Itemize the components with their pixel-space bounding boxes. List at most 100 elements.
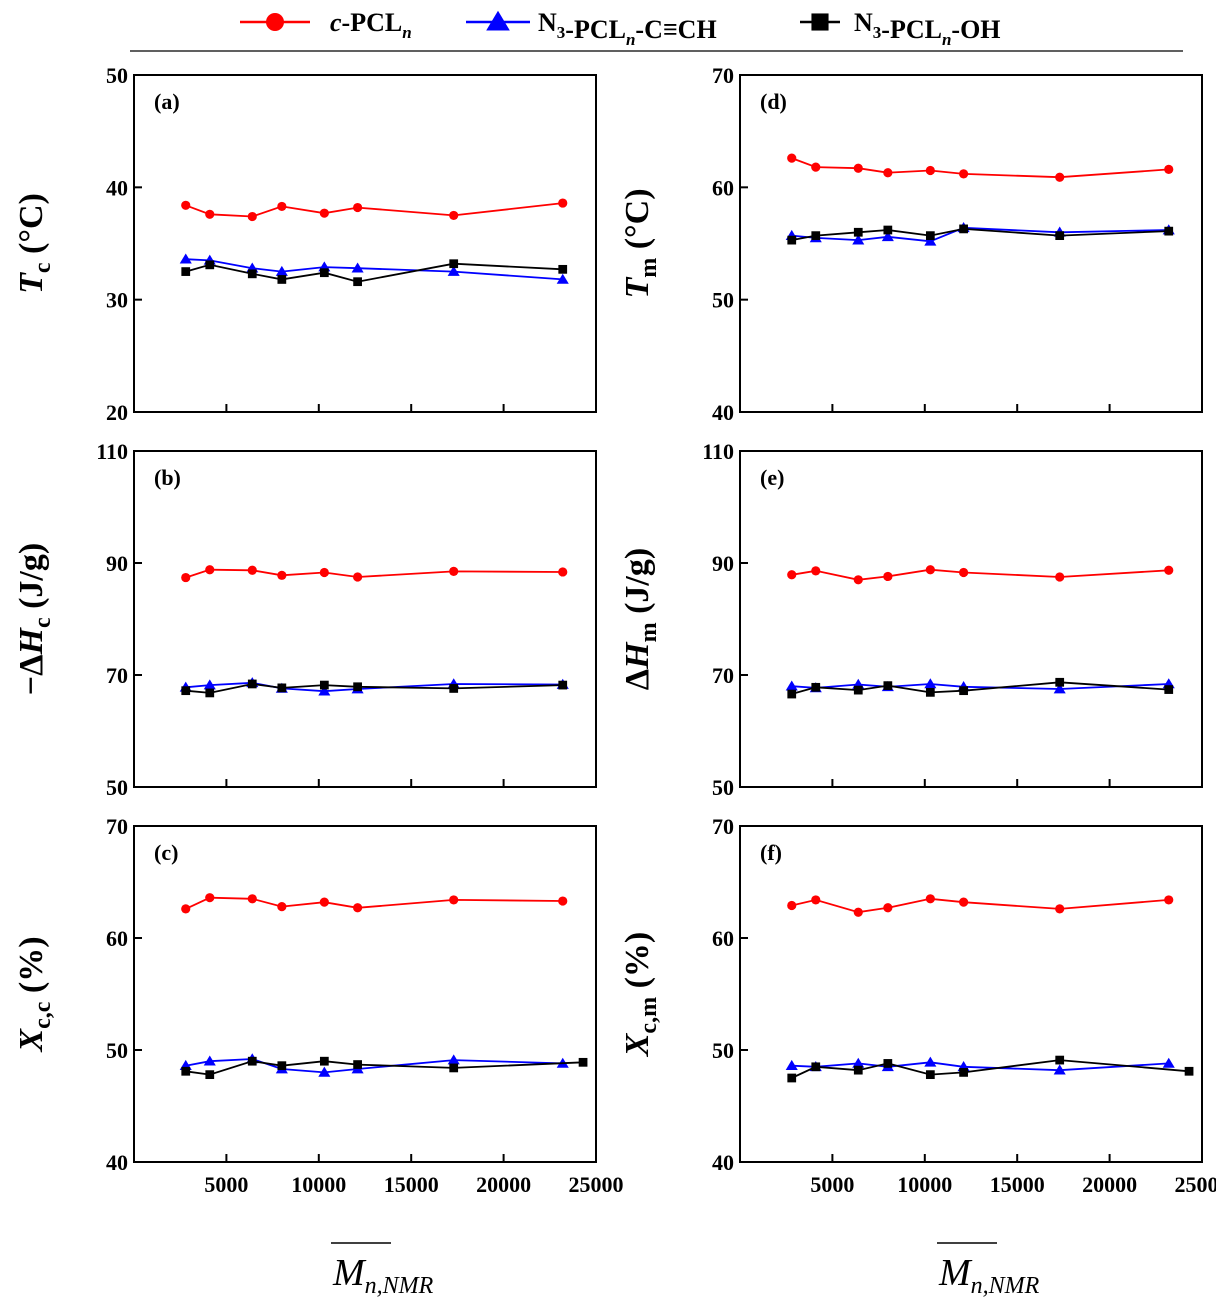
legend-item-1: c-PCLn [240,8,412,42]
x-tick-label: 20000 [1082,1172,1137,1197]
legend-label: N3-PCLn-OH [854,8,1001,49]
data-point [447,265,460,276]
panels: 20 30 40 50 (a) Tc (°C) 50 70 90 110 (b) −ΔHc (J/g)… [13,63,1216,1197]
series-line [185,202,563,218]
data-point [247,1056,257,1066]
legend-marker-circle [266,13,284,31]
data-point [883,225,893,235]
series-line [185,1058,563,1074]
series-1 [181,893,568,914]
data-point [277,201,287,212]
data-point [351,262,364,273]
data-point [449,1063,459,1073]
y-axis-label: −ΔHc (J/g) [13,543,56,695]
data-point [853,685,863,695]
y-tick-label: 50 [106,63,128,88]
x-tick-label: 25000 [1175,1172,1216,1197]
data-point [558,198,568,208]
data-point [852,1057,865,1068]
data-point [925,165,935,176]
data-point [247,269,257,279]
series-line [791,157,1169,179]
plot-frame [133,825,597,1163]
data-point [1162,1057,1175,1068]
data-point [925,1070,935,1080]
data-point [853,575,863,585]
series-1 [787,153,1174,182]
data-point [318,1066,331,1077]
data-point [247,894,257,904]
plot-frame [133,450,597,788]
series-line [791,897,1169,914]
data-point [181,1066,191,1076]
y-tick-label: 70 [712,63,734,88]
data-point [787,1073,797,1083]
data-point [787,235,797,245]
data-point [924,678,937,689]
data-point [925,894,935,904]
data-point [1055,1055,1065,1065]
data-point [353,903,363,913]
series-1 [787,565,1174,585]
data-point [277,1061,287,1071]
series-line [791,227,1169,241]
data-point [853,163,863,173]
series-1 [181,565,568,583]
y-tick-label: 50 [712,288,734,313]
data-point [275,265,288,276]
y-tick-label: 90 [712,551,734,576]
x-tick-label: 10000 [291,1172,346,1197]
data-point [1164,226,1174,236]
legend-label: N3-PCLn-C≡CH [538,8,717,49]
data-point [247,211,257,222]
series-line [185,1060,584,1076]
panel-c: 40 50 60 70 5000 10000 15000 20000 25000 (c) Xc,c … [13,814,624,1197]
x-axis-label-2: Mn,NMR [937,1242,1040,1299]
y-tick-label: 70 [106,814,128,839]
data-point [959,224,968,234]
data-point [319,897,329,907]
x-tick-label: 10000 [897,1172,952,1197]
legend-item-2: N3-PCLn-C≡CH [466,8,717,49]
data-point [1055,677,1065,687]
data-point [449,895,459,905]
x-tick-label: 15000 [384,1172,439,1197]
data-point [181,904,191,914]
data-point [1055,572,1065,582]
data-point [811,566,821,576]
data-point [556,273,569,284]
data-point [179,253,192,264]
data-point [319,268,329,278]
data-point [1053,1064,1066,1075]
data-point [205,893,215,903]
data-point [353,682,362,692]
legend-marker-triangle [486,10,510,31]
y-tick-label: 60 [712,926,734,951]
data-point [883,1059,893,1068]
data-point [353,277,362,287]
data-point [447,1054,460,1065]
panel-d: 40 50 60 70 (d) Tm (°C) [619,63,1203,425]
series-3 [787,224,1174,245]
panel-label: (f) [760,840,782,865]
data-point [959,897,969,907]
series-line [791,1061,1169,1072]
data-point [924,235,937,246]
x-tick-label: 5000 [810,1172,854,1197]
series-line [791,226,1169,243]
data-point [205,209,215,219]
data-point [205,260,215,270]
panel-f: 40 50 60 70 5000 10000 15000 20000 25000 (f) Xc,m … [619,814,1216,1197]
legend: c-PCLn N3-PCLn-C≡CH N3-PCLn-OH [240,8,1001,49]
data-point [319,208,329,218]
y-tick-label: 60 [106,926,128,951]
data-point [787,153,797,163]
y-tick-label: 50 [106,775,128,800]
data-point [318,685,331,696]
series-line [185,568,563,579]
data-point [558,896,568,906]
data-point [181,572,191,583]
data-point [959,1068,968,1077]
data-point [277,570,287,580]
y-axis-label: Tc (°C) [13,193,56,294]
